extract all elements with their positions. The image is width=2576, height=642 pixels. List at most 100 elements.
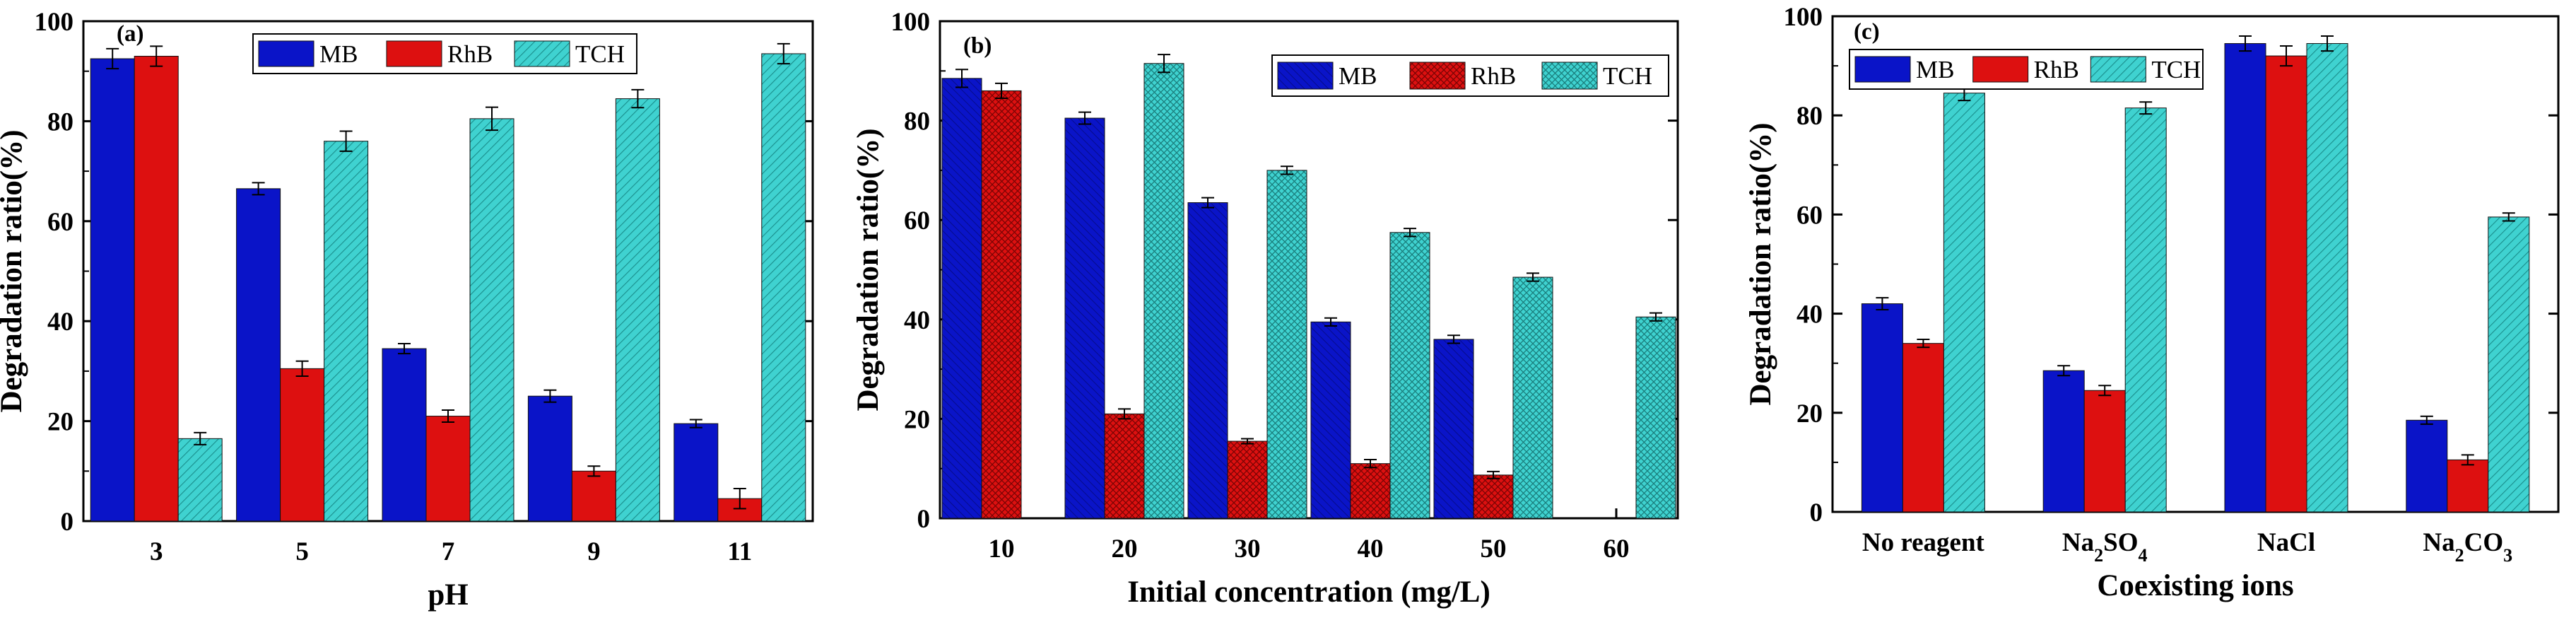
legend-swatch-rhb	[386, 40, 442, 67]
bar-rhb	[134, 55, 179, 522]
bar-tch	[1635, 316, 1676, 519]
legend: MB RhB TCH	[1271, 54, 1669, 97]
legend-label-tch: TCH	[1603, 62, 1652, 90]
bar-rhb	[1902, 343, 1944, 513]
x-axis-label: Coexisting ions	[2097, 569, 2293, 602]
x-tick-label: 30	[1235, 535, 1261, 564]
x-tick-label: NaCl	[2257, 528, 2315, 557]
bar-tch	[2488, 216, 2530, 513]
bar-tch	[1943, 93, 1985, 513]
bar-mb	[2224, 43, 2266, 513]
bar-rhb	[981, 90, 1022, 519]
bar-mb	[2406, 419, 2448, 513]
y-tick-label: 100	[35, 8, 74, 37]
bar-rhb	[2447, 459, 2489, 513]
y-axis-label: Degradation ratio(%)	[1744, 122, 1777, 405]
legend-swatch-tch	[1541, 62, 1598, 90]
legend-label-tch: TCH	[2151, 56, 2201, 83]
y-axis-label: Degradation ratio(%)	[852, 128, 885, 411]
formula-part: CO	[2464, 528, 2504, 557]
x-tick-label: 11	[727, 537, 752, 566]
y-tick-label: 100	[891, 8, 931, 37]
legend-swatch-mb	[258, 40, 314, 67]
chart-panel-b: 0 20 40 60 80 100 Degradation ratio(%) Initial …	[852, 8, 1679, 609]
x-tick-label: Na2CO3	[2423, 528, 2512, 566]
subscript: 2	[2455, 545, 2464, 566]
legend-label-rhb: RhB	[447, 40, 493, 68]
x-tick-label: 20	[1112, 535, 1138, 564]
legend: MB RhB TCH	[1849, 49, 2204, 90]
legend-swatch-rhb	[1409, 62, 1466, 90]
x-tick-label: 40	[1358, 535, 1384, 564]
chart-panel-c: 0 20 40 60 80 100 Degradation ratio(%) Coexisti…	[1744, 3, 2560, 602]
bar-mb	[527, 395, 572, 522]
bar-mb	[1310, 321, 1351, 519]
bar-tch	[1143, 63, 1184, 519]
bar-mb	[382, 348, 427, 522]
y-tick-label: 0	[917, 505, 931, 534]
x-tick-label: 9	[587, 537, 601, 566]
bar-tch	[615, 98, 660, 522]
y-tick-label: 60	[47, 208, 73, 237]
bar-rhb	[1227, 440, 1268, 519]
bar-rhb	[1473, 474, 1514, 519]
bar-rhb	[280, 368, 325, 522]
bar-tch	[324, 141, 369, 522]
bar-mb	[236, 188, 281, 522]
y-axis-label: Degradation ratio(%)	[0, 129, 28, 412]
legend-label-rhb: RhB	[1471, 62, 1516, 90]
y-tick-label: 100	[1784, 3, 1823, 32]
legend-label-mb: MB	[319, 40, 358, 68]
subscript: 3	[2503, 545, 2512, 566]
x-tick-label: 3	[150, 537, 163, 566]
panel-label: (a)	[117, 21, 143, 47]
x-tick-label: Na2SO4	[2062, 528, 2148, 566]
legend-swatch-mb	[1277, 62, 1334, 90]
legend-label-mb: MB	[1339, 62, 1377, 90]
y-tick-label: 0	[61, 508, 74, 537]
legend-label-rhb: RhB	[2034, 56, 2079, 83]
x-tick-label: 60	[1604, 535, 1630, 564]
legend-label-mb: MB	[1916, 56, 1954, 83]
bar-mb	[1861, 303, 1903, 513]
legend-box	[1271, 54, 1669, 97]
bar-tch	[1389, 232, 1430, 519]
legend-box	[252, 33, 637, 74]
bar-mb	[1187, 202, 1228, 519]
x-axis-label: pH	[428, 578, 468, 612]
legend: MB RhB TCH	[252, 33, 637, 74]
bar-mb	[90, 58, 135, 522]
y-tick-label: 60	[904, 206, 930, 235]
x-tick-label: 50	[1481, 535, 1507, 564]
bar-mb	[674, 423, 719, 522]
x-tick-label: 7	[442, 537, 455, 566]
bar-tch	[177, 438, 223, 522]
bar-mb	[2042, 370, 2085, 513]
bar-tch	[469, 118, 514, 522]
bar-tch	[761, 53, 806, 522]
x-tick-label: 5	[295, 537, 309, 566]
y-tick-label: 80	[904, 107, 930, 136]
legend-swatch-tch	[2090, 56, 2146, 83]
y-tick-label: 40	[1796, 300, 1823, 329]
bar-rhb	[425, 416, 471, 522]
subscript: 2	[2094, 545, 2103, 566]
panel-label: (c)	[1854, 19, 1880, 45]
y-tick-label: 60	[1796, 201, 1823, 230]
legend-label-tch: TCH	[575, 40, 625, 68]
legend-swatch-tch	[514, 40, 570, 67]
y-tick-label: 40	[47, 308, 73, 337]
bar-mb	[941, 78, 982, 519]
panel-label: (b)	[963, 33, 992, 59]
subscript: 4	[2138, 545, 2147, 566]
bar-tch	[1512, 276, 1553, 519]
bar-rhb	[1104, 413, 1145, 519]
bar-rhb	[2083, 390, 2126, 513]
bar-tch	[2124, 107, 2167, 513]
x-axis-label: Initial concentration (mg/L)	[1127, 576, 1490, 609]
bar-mb	[1064, 117, 1105, 519]
y-tick-label: 0	[1810, 498, 1823, 527]
bar-tch	[2306, 43, 2348, 513]
